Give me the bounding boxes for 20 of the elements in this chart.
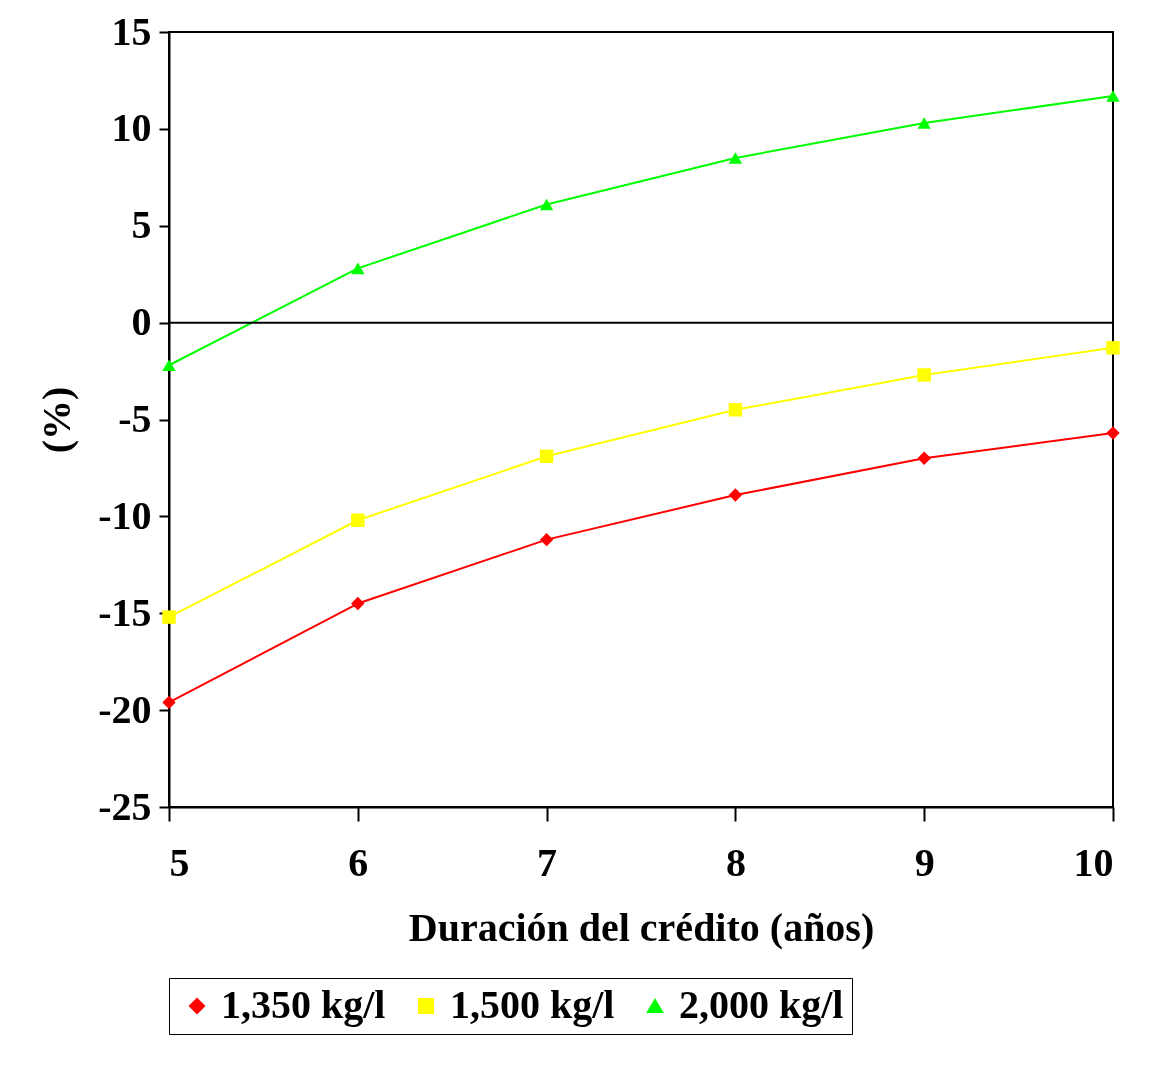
legend-label: 1,500 kg/l: [450, 982, 615, 1027]
x-axis-title: Duración del crédito (años): [408, 904, 875, 950]
y-tick-label: 15: [111, 8, 152, 54]
y-tick-label: -20: [98, 686, 152, 732]
x-tick-label: 5: [169, 839, 190, 885]
x-tick-label: 6: [348, 839, 369, 885]
y-tick-label: -15: [98, 589, 152, 635]
y-tick-label: -10: [98, 492, 152, 538]
x-tick-label: 8: [725, 839, 746, 885]
legend-label: 1,350 kg/l: [221, 982, 386, 1027]
y-tick-label: 10: [111, 105, 152, 151]
x-tick-label: 7: [537, 839, 558, 885]
y-tick-label: 0: [131, 299, 152, 345]
x-tick-label: 10: [1073, 839, 1114, 885]
y-tick-label: -5: [118, 396, 152, 441]
y-axis-title: (%): [34, 386, 80, 454]
y-tick-label: -25: [98, 783, 152, 829]
legend-label: 2,000 kg/l: [679, 982, 844, 1027]
y-tick-label: 5: [131, 202, 152, 248]
x-tick-label: 9: [914, 839, 935, 885]
